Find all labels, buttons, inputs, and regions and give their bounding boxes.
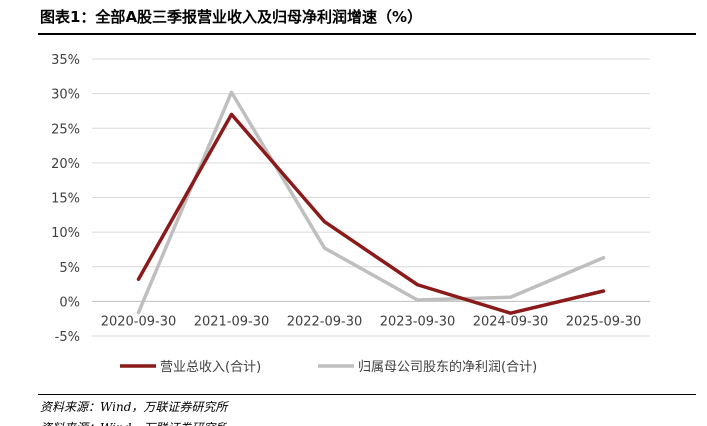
legend-label-1: 归属母公司股东的净利润(合计) — [358, 359, 537, 375]
series-line-0 — [136, 112, 606, 315]
x-tick-label: 2020-09-30 — [101, 314, 177, 329]
x-tick-label: 2022-09-30 — [287, 314, 363, 329]
y-tick-label: 35% — [51, 53, 80, 68]
gridlines — [92, 58, 650, 337]
x-tick-label: 2025-09-30 — [566, 314, 642, 329]
x-axis-ticks: 2020-09-30 2021-09-30 2022-09-30 2023-09-30… — [101, 314, 642, 329]
y-tick-label: 25% — [51, 122, 80, 137]
x-tick-label: 2023-09-30 — [380, 314, 456, 329]
legend-label-0: 营业总收入(合计) — [160, 360, 261, 375]
bottom-rule — [38, 394, 696, 395]
y-tick-label: 20% — [51, 157, 80, 172]
series-lines — [136, 90, 606, 315]
y-tick-label: 5% — [59, 261, 80, 276]
figure-title: 图表1：全部A股三季报营业收入及归母净利润增速（%） — [40, 8, 423, 26]
x-tick-label: 2024-09-30 — [473, 314, 549, 329]
y-tick-label: 0% — [59, 295, 80, 310]
x-tick-label: 2021-09-30 — [194, 314, 270, 329]
y-tick-label: 30% — [51, 88, 80, 103]
y-tick-label: 15% — [51, 192, 80, 207]
y-tick-label: -5% — [55, 330, 80, 345]
legend: 营业总收入(合计) 归属母公司股东的净利润(合计) — [120, 359, 537, 375]
source-note: 资料来源：Wind，万联证券研究所 — [40, 400, 228, 414]
source-note-cutoff: 资料来源：Wind，万联证券研究所 — [40, 419, 227, 426]
series-line-1 — [136, 90, 606, 315]
top-rule — [38, 33, 696, 35]
y-axis-ticks: -5% 0% 5% 10% 15% 20% 25% 30% 35% — [51, 53, 80, 345]
y-tick-label: 10% — [51, 226, 80, 241]
